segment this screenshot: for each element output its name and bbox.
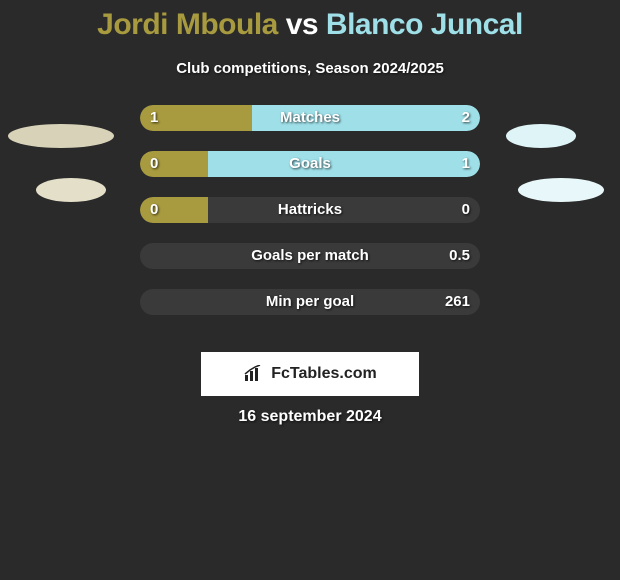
- player1-value: 0: [150, 197, 158, 223]
- player2-bar: [252, 105, 480, 131]
- stat-row: 12Matches: [140, 105, 480, 131]
- vs-text: vs: [286, 8, 318, 41]
- decorative-ellipse: [518, 178, 604, 202]
- stat-label: Min per goal: [140, 289, 480, 315]
- player1-value: 1: [150, 105, 158, 131]
- player2-bar: [208, 151, 480, 177]
- stat-row: 01Goals: [140, 151, 480, 177]
- player2-value: 0: [462, 197, 470, 223]
- stat-row: 00Hattricks: [140, 197, 480, 223]
- player2-value: 0.5: [449, 243, 470, 269]
- player2-name: Blanco Juncal: [326, 8, 523, 41]
- player2-value: 2: [462, 105, 470, 131]
- stat-label: Goals per match: [140, 243, 480, 269]
- stat-row: 261Min per goal: [140, 289, 480, 315]
- badge-text: FcTables.com: [271, 365, 377, 383]
- comparison-title: Jordi Mboula vs Blanco Juncal: [0, 0, 620, 42]
- subtitle: Club competitions, Season 2024/2025: [0, 60, 620, 77]
- decorative-ellipse: [8, 124, 114, 148]
- source-badge: FcTables.com: [201, 352, 419, 396]
- decorative-ellipse: [36, 178, 106, 202]
- decorative-ellipse: [506, 124, 576, 148]
- stat-rows: 12Matches01Goals00Hattricks0.5Goals per …: [140, 105, 480, 335]
- date-text: 16 september 2024: [0, 408, 620, 426]
- stat-row: 0.5Goals per match: [140, 243, 480, 269]
- player1-name: Jordi Mboula: [97, 8, 278, 41]
- player2-value: 261: [445, 289, 470, 315]
- chart-icon: [243, 365, 265, 383]
- player1-value: 0: [150, 151, 158, 177]
- player2-value: 1: [462, 151, 470, 177]
